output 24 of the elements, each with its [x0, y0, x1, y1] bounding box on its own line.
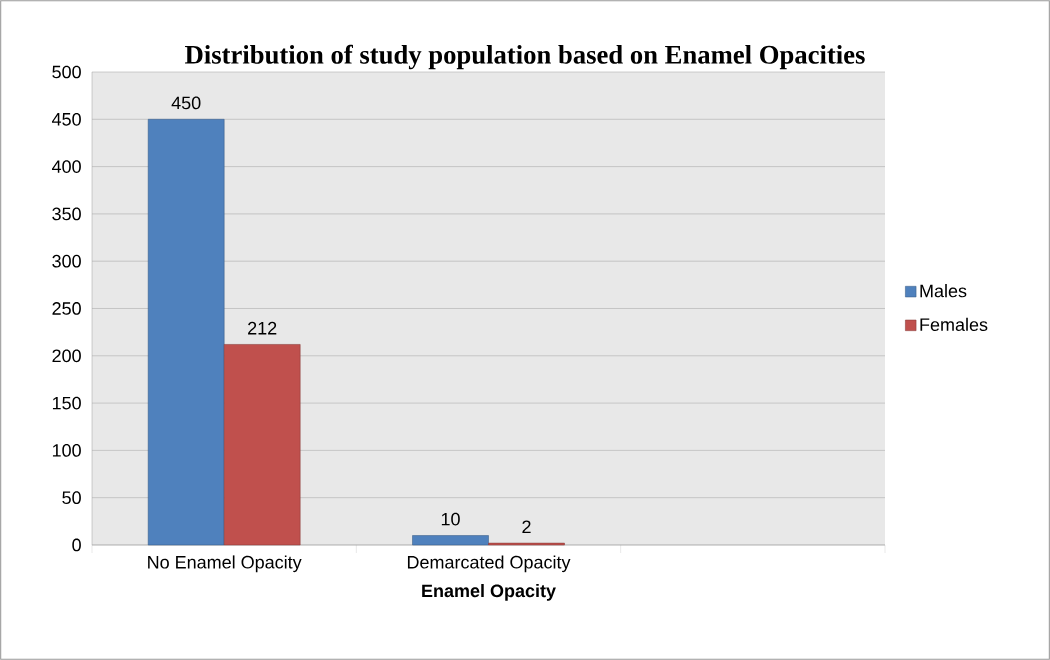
y-tick-label: 300 — [52, 254, 81, 268]
data-label: 212 — [248, 321, 277, 335]
bar — [223, 344, 301, 546]
chart-title: Distribution of study population based on Enamel Opacities — [185, 44, 865, 70]
y-tick-label: 350 — [52, 207, 81, 221]
bar — [147, 119, 225, 546]
y-tick-label: 450 — [51, 112, 81, 126]
x-tick-label: No Enamel Opacity — [148, 555, 302, 573]
legend-label: Females — [920, 317, 988, 332]
x-axis-title: Enamel Opacity — [422, 583, 556, 601]
y-tick-label: 50 — [62, 491, 81, 505]
y-tick-label: 100 — [52, 444, 81, 457]
data-label: 10 — [441, 512, 460, 526]
y-tick-label: 500 — [52, 65, 81, 79]
data-label: 450 — [171, 96, 201, 110]
y-tick-label: 400 — [51, 160, 81, 173]
y-tick-label: 150 — [52, 396, 81, 410]
legend-label: Males — [920, 284, 967, 298]
bar — [412, 535, 489, 546]
y-tick-label: 200 — [52, 349, 81, 363]
x-tick-label: Demarcated Opacity — [407, 555, 571, 573]
data-label: 2 — [522, 520, 531, 534]
y-tick-label: 250 — [52, 302, 81, 315]
y-tick-label: 0 — [72, 538, 81, 552]
